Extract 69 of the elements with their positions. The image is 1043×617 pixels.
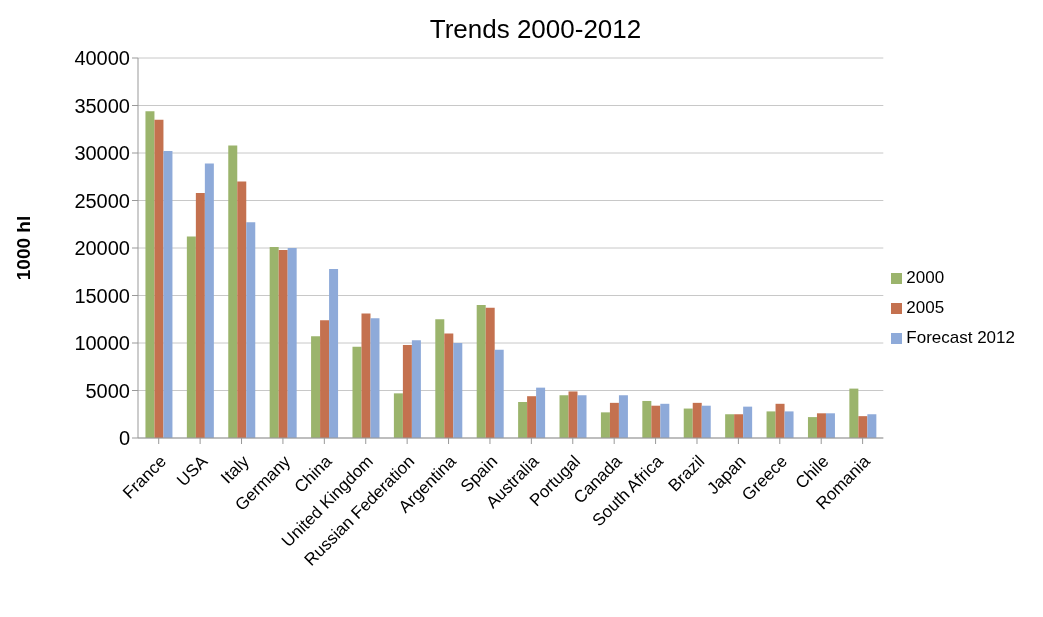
- bar: [692, 402, 702, 438]
- bar: [518, 401, 528, 438]
- bar: [352, 346, 362, 438]
- bar: [329, 268, 339, 438]
- y-tick-label: 20000: [74, 237, 130, 260]
- bar: [204, 163, 214, 438]
- bar: [600, 412, 610, 438]
- bar: [411, 340, 421, 438]
- bar: [361, 313, 371, 438]
- bar: [683, 408, 693, 438]
- bar: [849, 388, 859, 438]
- bar: [402, 344, 412, 438]
- y-axis-title: 1000 hl: [12, 215, 34, 281]
- bar: [154, 119, 164, 438]
- legend-label: 2005: [906, 298, 945, 317]
- bar: [527, 396, 537, 438]
- bar: [825, 413, 835, 438]
- chart-title: Trends 2000-2012: [428, 14, 643, 45]
- bar: [145, 111, 155, 438]
- y-tick-label: 5000: [85, 379, 130, 402]
- bar: [370, 318, 380, 438]
- bar: [435, 319, 445, 438]
- bar: [816, 413, 826, 438]
- bar: [784, 411, 794, 438]
- legend-label: Forecast 2012: [906, 328, 1015, 347]
- legend-label: 2000: [906, 268, 945, 287]
- y-tick-label: 10000: [74, 332, 130, 355]
- bar: [494, 349, 504, 438]
- y-tick-label: 0: [118, 427, 130, 450]
- x-tick-label: USA: [173, 451, 212, 490]
- bar: [858, 416, 868, 438]
- bar: [278, 249, 288, 438]
- y-tick-label: 40000: [74, 47, 130, 70]
- bar: [186, 236, 196, 438]
- bar: [743, 406, 753, 438]
- bar: [393, 393, 403, 438]
- bar: [320, 320, 330, 438]
- bar: [228, 145, 238, 438]
- bar: [536, 387, 546, 438]
- bar: [444, 333, 454, 438]
- bar: [725, 414, 735, 438]
- bar: [701, 405, 711, 438]
- bar: [246, 222, 256, 438]
- bar: [775, 403, 785, 438]
- bar: [577, 395, 587, 438]
- bar: [485, 307, 495, 438]
- bar: [660, 403, 670, 438]
- bar: [269, 247, 279, 438]
- bar: [311, 336, 321, 438]
- bar: [237, 181, 247, 438]
- bar: [807, 417, 817, 438]
- bar: [195, 192, 205, 438]
- bar: [766, 411, 776, 438]
- bar: [476, 305, 486, 438]
- bar: [609, 402, 619, 438]
- bar: [287, 248, 297, 438]
- y-tick-label: 30000: [74, 142, 130, 165]
- bar: [453, 343, 463, 438]
- bar: [618, 395, 628, 438]
- bar: [867, 414, 877, 438]
- bar: [163, 151, 173, 438]
- bar: [651, 405, 661, 438]
- bar: [568, 391, 578, 438]
- bar: [559, 395, 569, 438]
- y-tick-label: 15000: [74, 284, 130, 307]
- bar: [734, 414, 744, 438]
- y-tick-label: 35000: [74, 94, 130, 117]
- bar: [642, 400, 652, 438]
- y-tick-label: 25000: [74, 189, 130, 212]
